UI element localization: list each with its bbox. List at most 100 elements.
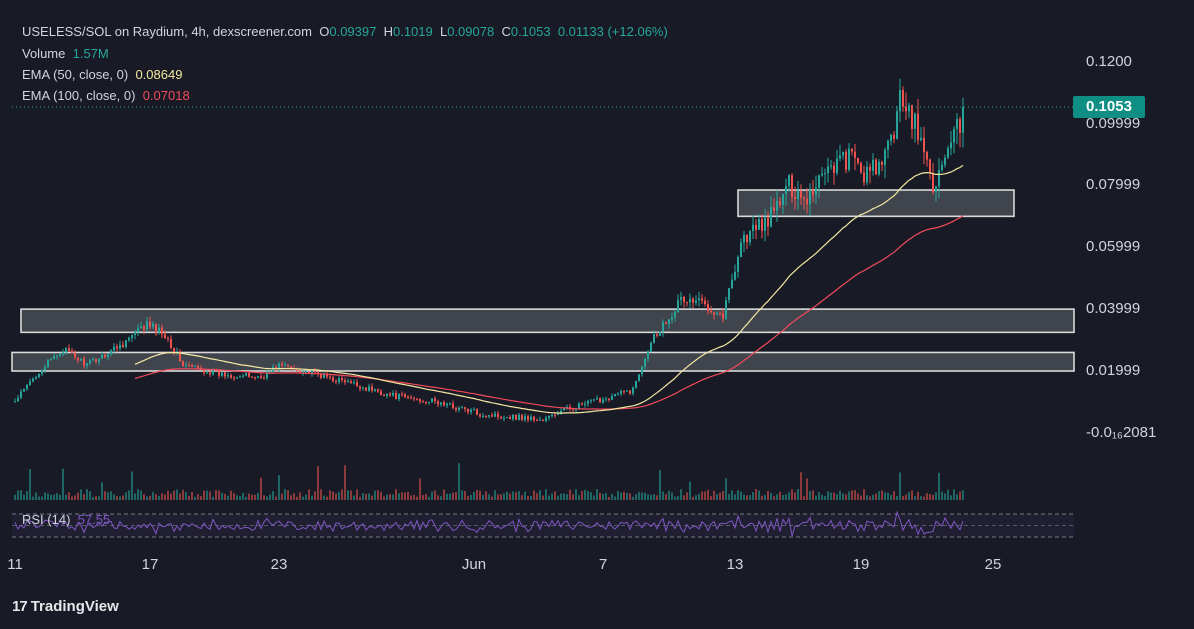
- candle-body: [515, 414, 517, 420]
- candle-body: [839, 155, 841, 159]
- volume-bar: [962, 490, 964, 500]
- candle-body: [335, 381, 337, 383]
- volume-bar: [53, 494, 55, 500]
- candle-body: [875, 159, 877, 175]
- volume-bar: [59, 494, 61, 500]
- price-tick-label: 0.05999: [1086, 238, 1141, 256]
- candle-body: [161, 327, 163, 335]
- volume-bar: [143, 494, 145, 500]
- volume-bar: [308, 489, 310, 500]
- open-label: O: [319, 24, 330, 39]
- volume-bar: [254, 494, 256, 500]
- candle-body: [185, 364, 187, 366]
- volume-bar: [716, 494, 718, 500]
- volume-bar: [182, 489, 184, 500]
- candle-body: [239, 376, 241, 378]
- volume-bar: [233, 493, 235, 500]
- candle-body: [221, 372, 223, 376]
- volume-bar: [431, 491, 433, 500]
- candle-body: [20, 391, 22, 398]
- candle-body: [41, 369, 43, 374]
- volume-bar: [296, 496, 298, 500]
- candle-body: [605, 398, 607, 400]
- ema50-label: EMA (50, close, 0): [22, 67, 129, 82]
- candle-body: [656, 334, 658, 336]
- candle-body: [197, 366, 199, 369]
- rsi-line: [14, 510, 964, 537]
- volume-bar: [65, 494, 67, 500]
- volume-bar: [392, 494, 394, 500]
- volume-bar: [704, 491, 706, 500]
- volume-bar: [563, 493, 565, 500]
- candle-body: [812, 189, 814, 195]
- candle-body: [443, 402, 445, 406]
- candle-body: [344, 380, 346, 383]
- volume-bar: [80, 489, 82, 500]
- candle-body: [788, 175, 790, 187]
- rsi-value: 57.55: [77, 512, 111, 527]
- volume-bar: [335, 493, 337, 500]
- candle-body: [620, 391, 622, 394]
- candle-body: [596, 398, 598, 400]
- candle-body: [422, 401, 424, 403]
- candle-body: [425, 401, 427, 404]
- volume-bar: [731, 490, 733, 500]
- candle-body: [707, 304, 709, 311]
- candle-body: [164, 334, 166, 339]
- candle-body: [719, 312, 721, 314]
- candle-body: [665, 322, 667, 324]
- candle-body: [44, 366, 46, 370]
- volume-bar: [107, 492, 109, 500]
- candle-body: [935, 186, 937, 193]
- volume-bar: [77, 492, 79, 500]
- volume-bar: [677, 496, 679, 500]
- candle-body: [125, 340, 127, 348]
- volume-bar: [278, 475, 280, 500]
- volume-bar: [524, 491, 526, 500]
- volume-bar: [92, 496, 94, 500]
- candle-body: [758, 219, 760, 230]
- volume-bar: [854, 490, 856, 500]
- volume-bar: [779, 491, 781, 500]
- volume-bar: [818, 491, 820, 500]
- volume-bar: [764, 494, 766, 500]
- volume-bar: [290, 495, 292, 500]
- ohlc-header: USELESS/SOL on Raydium, 4h, dexscreener.…: [22, 22, 668, 41]
- volume-bar: [215, 489, 217, 500]
- volume-bar: [125, 492, 127, 500]
- candle-body: [584, 403, 586, 405]
- volume-bar: [287, 490, 289, 500]
- candle-body: [797, 190, 799, 200]
- volume-bar: [161, 493, 163, 500]
- candle-body: [359, 386, 361, 389]
- volume-bar: [353, 495, 355, 500]
- volume-bar: [449, 493, 451, 500]
- volume-bar: [683, 495, 685, 500]
- candle-body: [266, 371, 268, 379]
- candle-body: [827, 166, 829, 174]
- volume-bar: [413, 494, 415, 500]
- candle-body: [611, 396, 613, 400]
- volume-bar: [881, 490, 883, 500]
- volume-bar: [755, 489, 757, 500]
- candle-body: [659, 331, 661, 336]
- volume-bar: [473, 491, 475, 500]
- candle-body: [449, 403, 451, 405]
- ema50-line: [134, 164, 964, 414]
- tradingview-brand[interactable]: 17 TradingView: [12, 598, 119, 615]
- volume-bar: [569, 489, 571, 500]
- volume-bar: [560, 493, 562, 500]
- volume-bar: [485, 491, 487, 500]
- ema100-line: [134, 215, 964, 410]
- candle-body: [527, 416, 529, 420]
- volume-bar: [383, 496, 385, 500]
- time-tick-label: 13: [726, 556, 744, 573]
- volume-bar: [839, 490, 841, 500]
- candle-body: [407, 396, 409, 398]
- volume-bar: [377, 490, 379, 500]
- volume-bar: [479, 490, 481, 500]
- volume-bar: [35, 492, 37, 500]
- volume-bar: [56, 493, 58, 500]
- volume-bar: [281, 493, 283, 500]
